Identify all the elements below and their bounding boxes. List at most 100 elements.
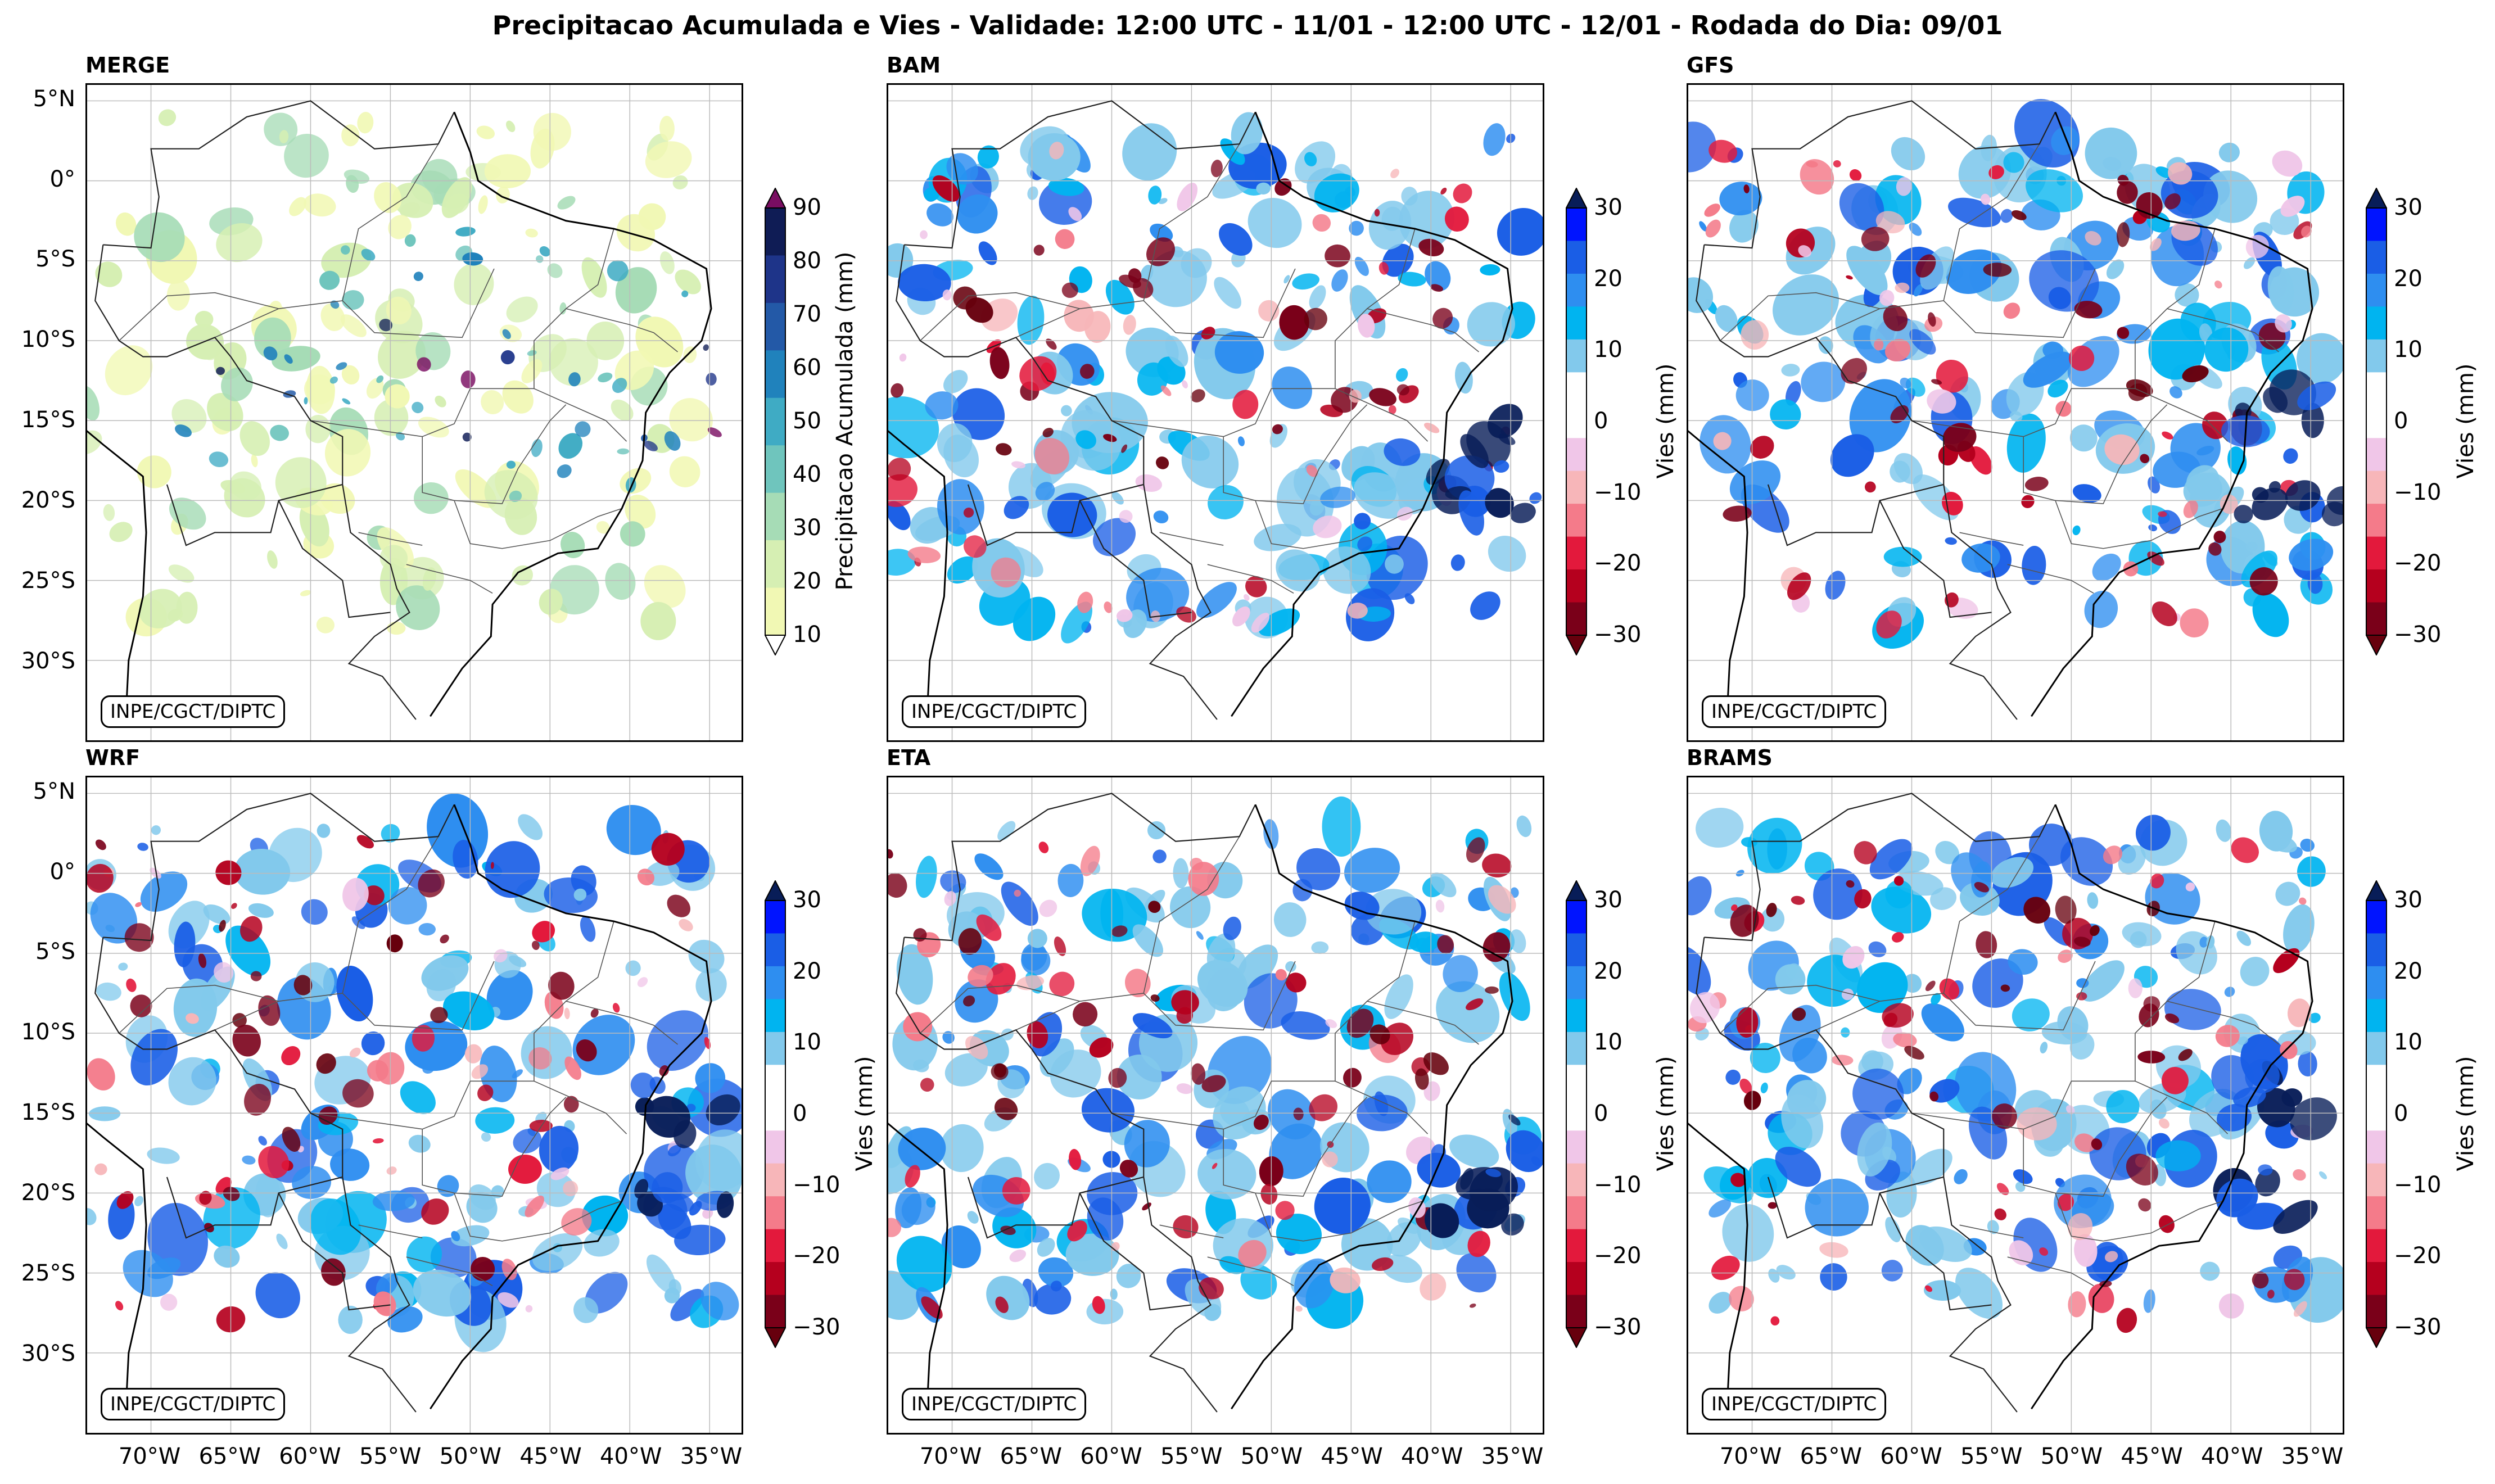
colorbar-segment xyxy=(765,933,785,967)
map-field xyxy=(1688,85,2343,740)
map-field xyxy=(87,777,742,1433)
colorbar-tick-label: 60 xyxy=(793,355,821,381)
colorbar-segment xyxy=(765,255,785,304)
map-eta[interactable]: INPE/CGCT/DIPTC xyxy=(887,776,1544,1435)
colorbar-segment xyxy=(1566,504,1587,537)
colorbar-segment xyxy=(1566,372,1587,406)
colorbar-graphic xyxy=(1565,187,1588,657)
colorbar-segment xyxy=(1566,1262,1587,1296)
colorbar xyxy=(764,879,787,1349)
colorbar-tick-label: 20 xyxy=(2394,265,2422,292)
colorbar-tick-label: 10 xyxy=(793,1029,821,1056)
colorbar-segment xyxy=(765,966,785,999)
colorbar-over-extension xyxy=(764,187,787,209)
colorbar-segment xyxy=(2366,339,2386,373)
longitude-tick-label: 65°W xyxy=(1800,1444,1863,1469)
colorbar-tick-label: 40 xyxy=(793,462,821,487)
longitude-tick-label: 35°W xyxy=(1481,1444,1544,1469)
credit-badge: INPE/CGCT/DIPTC xyxy=(101,1388,286,1420)
panel-title-brams: BRAMS xyxy=(1687,745,1773,770)
panel-title-gfs: GFS xyxy=(1687,53,1734,78)
colorbar-segment xyxy=(2366,1295,2386,1328)
colorbar-tick-label: −20 xyxy=(2394,550,2442,577)
colorbar-tick-label: 10 xyxy=(1594,337,1622,363)
colorbar-segment xyxy=(2366,1163,2386,1197)
map-field xyxy=(1688,777,2343,1433)
longitude-tick-label: 45°W xyxy=(2121,1444,2183,1469)
map-wrf[interactable]: INPE/CGCT/DIPTC xyxy=(85,776,743,1435)
colorbar-segment xyxy=(765,587,785,636)
colorbar-tick-label: −10 xyxy=(2394,479,2442,505)
longitude-tick-label: 55°W xyxy=(1960,1444,2023,1469)
colorbar-segment xyxy=(2366,1097,2386,1131)
colorbar-segment xyxy=(2366,372,2386,406)
colorbar-segment xyxy=(765,1163,785,1197)
colorbar-tick-label: 20 xyxy=(793,568,821,594)
panel-title-merge: MERGE xyxy=(85,53,170,78)
map-gfs[interactable]: INPE/CGCT/DIPTC xyxy=(1687,83,2344,742)
colorbar-tick-label: −30 xyxy=(1594,622,1642,648)
colorbar-tick-label: 10 xyxy=(2394,337,2422,363)
colorbar-label: Vies (mm) xyxy=(2453,1056,2479,1171)
colorbar-tick-label: 0 xyxy=(1594,408,1608,434)
longitude-tick-label: 60°W xyxy=(1080,1444,1142,1469)
colorbar-segment xyxy=(765,999,785,1033)
colorbar-segment xyxy=(1566,536,1587,570)
colorbar-graphic xyxy=(1565,879,1588,1349)
colorbar-label: Vies (mm) xyxy=(1653,1056,1679,1171)
colorbar-segment xyxy=(2366,1031,2386,1065)
colorbar-tick-label: 0 xyxy=(2394,1101,2408,1126)
colorbar-tick-label: 10 xyxy=(793,622,821,648)
longitude-tick-label: 35°W xyxy=(2281,1444,2344,1469)
longitude-tick-label: 40°W xyxy=(1401,1444,1463,1469)
colorbar-over-extension xyxy=(1565,187,1588,209)
colorbar-under-extension xyxy=(2365,1327,2388,1349)
map-bam[interactable]: INPE/CGCT/DIPTC xyxy=(887,83,1544,742)
longitude-tick-label: 40°W xyxy=(600,1444,662,1469)
latitude-tick-label: 25°S xyxy=(21,1260,75,1287)
colorbar-tick-label: 30 xyxy=(2394,887,2422,913)
latitude-tick-label: 5°N xyxy=(33,85,75,112)
colorbar-tick-label: 30 xyxy=(1594,194,1622,220)
latitude-tick-label: 30°S xyxy=(21,648,75,675)
colorbar-segment xyxy=(2366,1130,2386,1164)
longitude-tick-label: 70°W xyxy=(1719,1444,1782,1469)
colorbar-tick-label: 10 xyxy=(2394,1029,2422,1056)
colorbar-tick-label: −20 xyxy=(1594,1243,1642,1269)
colorbar-segment xyxy=(765,1031,785,1065)
colorbar-label: Vies (mm) xyxy=(1653,363,1679,479)
credit-badge: INPE/CGCT/DIPTC xyxy=(902,1388,1087,1420)
colorbar xyxy=(2365,187,2388,657)
map-brams[interactable]: INPE/CGCT/DIPTC xyxy=(1687,776,2344,1435)
colorbar-tick-label: −30 xyxy=(793,1314,840,1340)
colorbar-segment xyxy=(2366,273,2386,307)
credit-badge: INPE/CGCT/DIPTC xyxy=(902,695,1087,728)
colorbar-segment xyxy=(1566,470,1587,504)
colorbar-tick-label: 0 xyxy=(793,1101,807,1126)
longitude-tick-label: 35°W xyxy=(680,1444,743,1469)
latitude-tick-label: 5°S xyxy=(35,939,75,965)
colorbar-label: Vies (mm) xyxy=(852,1056,878,1171)
longitude-tick-label: 70°W xyxy=(919,1444,982,1469)
colorbar-tick-label: 30 xyxy=(793,515,821,541)
colorbar-segment xyxy=(1566,241,1587,274)
longitude-tick-label: 50°W xyxy=(1240,1444,1303,1469)
colorbar-under-extension xyxy=(1565,635,1588,657)
longitude-tick-label: 70°W xyxy=(118,1444,181,1469)
colorbar-graphic xyxy=(764,187,787,657)
colorbar-tick-label: 50 xyxy=(793,408,821,434)
colorbar-tick-label: 20 xyxy=(2394,958,2422,984)
colorbar-segment xyxy=(1566,999,1587,1033)
colorbar-under-extension xyxy=(764,1327,787,1349)
colorbar-segment xyxy=(765,208,785,256)
latitude-tick-label: 10°S xyxy=(21,1019,75,1046)
colorbar-tick-label: −20 xyxy=(1594,550,1642,577)
colorbar-segment xyxy=(765,1262,785,1296)
colorbar-segment xyxy=(765,1097,785,1131)
colorbar-segment xyxy=(1566,602,1587,636)
latitude-tick-label: 30°S xyxy=(21,1341,75,1367)
colorbar-segment xyxy=(765,1065,785,1098)
colorbar-segment xyxy=(2366,1262,2386,1296)
map-merge[interactable]: INPE/CGCT/DIPTC xyxy=(85,83,743,742)
credit-badge: INPE/CGCT/DIPTC xyxy=(1702,695,1887,728)
